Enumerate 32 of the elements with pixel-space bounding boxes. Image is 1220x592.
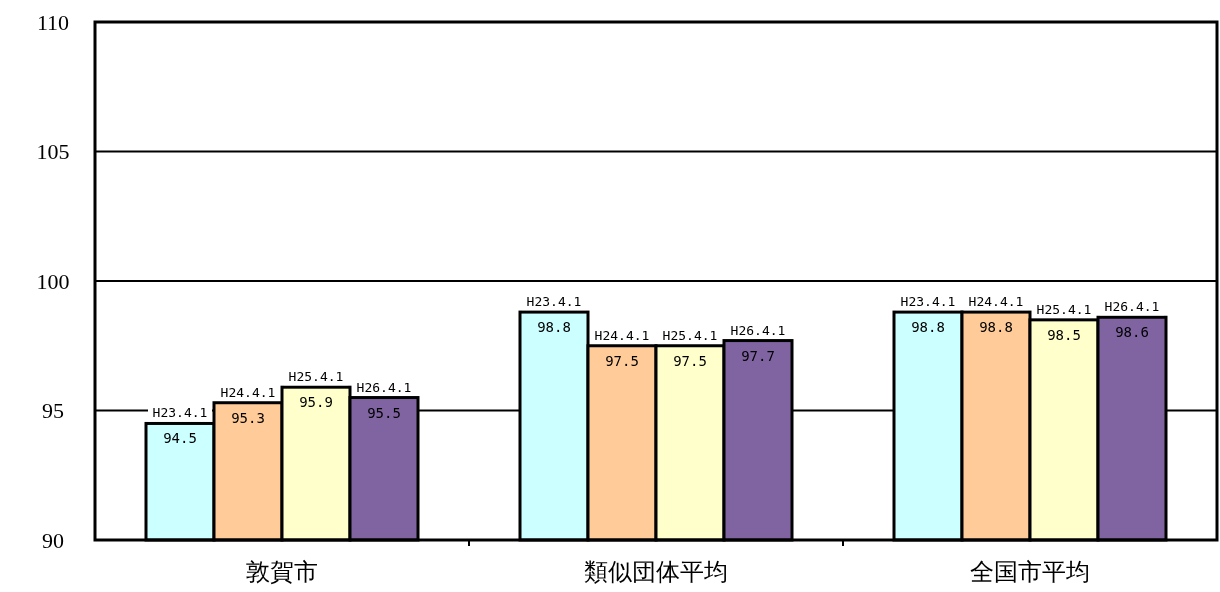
text: H23.4.1 — [526, 294, 582, 310]
text: H24.4.1 — [594, 327, 650, 343]
text: H23.4.1 — [900, 294, 956, 310]
text: H25.4.1 — [662, 327, 718, 343]
data-label: 98.8 — [911, 319, 945, 336]
x-tick-label: 全国市平均 — [970, 558, 1090, 586]
data-label: 97.5 — [605, 352, 639, 369]
data-label: 98.8 — [537, 319, 571, 336]
text: H26.4.1 — [730, 322, 786, 338]
y-tick-label: 110 — [36, 9, 70, 35]
data-label: 95.5 — [367, 404, 401, 421]
series-label: H26.4.1 — [356, 379, 412, 395]
data-label: 94.5 — [163, 430, 197, 447]
data-label: 98.6 — [1115, 324, 1149, 341]
text: H26.4.1 — [1104, 299, 1160, 315]
data-label: 95.3 — [231, 409, 265, 426]
data-label: 97.7 — [741, 347, 775, 364]
y-tick-label: 90 — [42, 527, 64, 553]
text: H25.4.1 — [1036, 301, 1092, 317]
data-label: 98.8 — [979, 319, 1013, 336]
y-tick-label: 100 — [36, 268, 70, 294]
series-label: H23.4.1 — [152, 405, 208, 421]
data-label: 98.5 — [1047, 326, 1081, 343]
y-tick-label: 105 — [36, 139, 70, 164]
series-label: H24.4.1 — [220, 384, 276, 400]
x-tick-label: 類似団体平均 — [584, 558, 728, 586]
series-label: H25.4.1 — [288, 369, 344, 385]
text: H24.4.1 — [968, 294, 1024, 310]
y-tick-label: 95 — [42, 398, 64, 423]
x-tick-label: 敦賀市 — [246, 558, 318, 586]
data-label: 95.9 — [299, 394, 333, 411]
data-label: 97.5 — [673, 352, 707, 369]
